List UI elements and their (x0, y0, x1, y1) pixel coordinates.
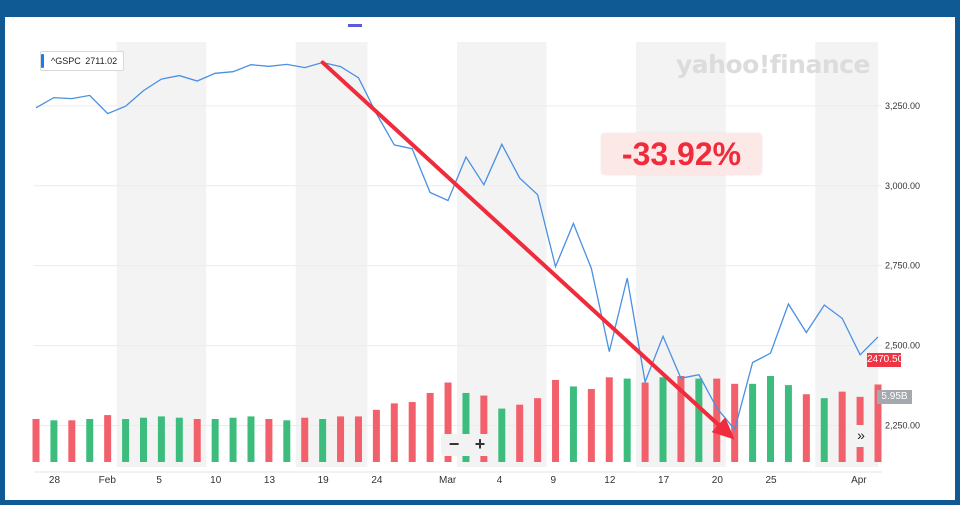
volume-bar (372, 409, 380, 462)
week-band (116, 42, 207, 467)
current-price-tag: 2470.50 (867, 353, 904, 367)
zoom-out-button[interactable]: − (448, 434, 460, 454)
volume-bar (695, 378, 703, 462)
volume-bar (211, 419, 219, 462)
volume-bar (444, 382, 452, 462)
x-tick-label: 5 (156, 475, 162, 486)
volume-bar (874, 384, 882, 462)
volume-bar (426, 392, 434, 462)
week-band (815, 42, 878, 467)
window-top-bar (0, 0, 960, 17)
volume-bar (534, 398, 542, 462)
volume-bar (265, 419, 273, 462)
volume-bar (767, 376, 775, 462)
price-chart[interactable]: 3,250.00 3,000.00 2,750.00 2,500.00 2,250.00… (5, 17, 955, 500)
x-tick-label: 10 (210, 475, 222, 486)
volume-bar (319, 419, 327, 462)
volume-bar (623, 378, 631, 462)
x-tick-label: Feb (99, 475, 117, 486)
volume-bar (175, 417, 183, 462)
volume-bar (838, 391, 846, 462)
y-tick-label: 3,000.00 (885, 181, 920, 191)
volume-bar (139, 417, 147, 462)
volume-bar (462, 392, 470, 462)
scroll-right-button[interactable]: » (849, 425, 873, 447)
x-tick-label: 20 (712, 475, 724, 486)
zoom-controls: − + (441, 434, 493, 456)
volume-bar (749, 383, 757, 462)
ticker-symbol: ^GSPC (51, 56, 81, 66)
volume-bar (731, 383, 739, 462)
change-annotation: -33.92% (601, 133, 762, 175)
volume-bar (104, 415, 112, 462)
volume-bar (605, 377, 613, 462)
drop-arrow-head (711, 417, 735, 440)
volume-bar (229, 417, 237, 462)
volume-bar (408, 402, 416, 462)
volume-bar (659, 377, 667, 462)
volume-bar (641, 382, 649, 462)
x-tick-label: 19 (318, 475, 330, 486)
ticker-value: 2711.02 (85, 56, 118, 66)
y-tick-label: 2,750.00 (885, 261, 920, 271)
window-right-border (955, 0, 960, 505)
volume-bar (587, 389, 595, 462)
volume-bar (677, 376, 685, 462)
volume-bar (480, 395, 488, 462)
x-tick-label: 28 (49, 475, 61, 486)
drop-arrow-line (320, 60, 728, 434)
window-bottom-border (0, 500, 960, 505)
week-band (295, 42, 368, 467)
zoom-in-button[interactable]: + (474, 434, 486, 454)
y-tick-label: 2,250.00 (885, 420, 920, 430)
volume-bar (247, 416, 255, 462)
x-tick-label: 13 (264, 475, 276, 486)
volume-bar (68, 420, 76, 462)
volume-bar (552, 379, 560, 462)
price-line (35, 61, 879, 431)
volume-bar (802, 394, 810, 462)
chart-panel: 3,250.00 3,000.00 2,750.00 2,500.00 2,250.00… (5, 17, 955, 500)
volume-bar (569, 386, 577, 462)
window-left-border (0, 0, 5, 505)
x-tick-label: 25 (766, 475, 778, 486)
x-tick-label: Apr (851, 475, 867, 486)
volume-bar (516, 404, 524, 462)
volume-bar (50, 420, 58, 462)
yahoo-finance-logo: yahoo!finance (676, 50, 870, 79)
volume-bar (32, 419, 40, 462)
x-tick-label: 24 (371, 475, 383, 486)
x-tick-label: Mar (439, 475, 457, 486)
y-tick-label: 3,250.00 (885, 101, 920, 111)
volume-bar (713, 378, 721, 462)
x-tick-label: 9 (551, 475, 557, 486)
range-marker (348, 24, 362, 27)
volume-bar (283, 420, 291, 462)
volume-bar (390, 403, 398, 462)
x-tick-label: 12 (604, 475, 616, 486)
x-tick-label: 17 (658, 475, 670, 486)
volume-bar (193, 419, 201, 462)
volume-bar (498, 408, 506, 462)
volume-tag: 5.95B (877, 390, 912, 404)
volume-bar (820, 398, 828, 462)
y-tick-label: 2,500.00 (885, 341, 920, 351)
volume-bar (122, 419, 130, 462)
volume-bar (86, 419, 94, 462)
x-tick-label: 4 (497, 475, 503, 486)
volume-bar (784, 385, 792, 462)
volume-bar (301, 417, 309, 462)
volume-bar (337, 416, 345, 462)
volume-bar (157, 416, 165, 462)
volume-bar (354, 416, 362, 462)
ticker-label: ^GSPC 2711.02 (40, 51, 125, 71)
